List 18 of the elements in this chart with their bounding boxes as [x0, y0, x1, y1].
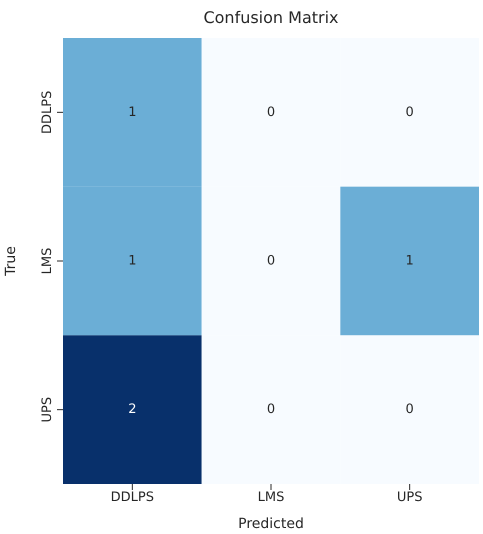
- data-label: 1: [128, 104, 136, 120]
- y-tick-label: DDLPS: [40, 90, 55, 134]
- data-label: 1: [128, 254, 136, 268]
- data-label: 0: [266, 104, 276, 120]
- data-label: 1: [406, 254, 414, 268]
- y-axis-title: True: [2, 246, 19, 277]
- x-axis-title: Predicted: [238, 516, 304, 532]
- x-tick-label: DDLPS: [110, 490, 154, 506]
- x-tick-label: LMS: [258, 490, 284, 506]
- data-label: 0: [266, 254, 276, 268]
- y-tick-label: UPS: [40, 396, 55, 422]
- data-label: 0: [266, 402, 276, 418]
- x-tick-label: UPS: [396, 490, 422, 506]
- y-tick-label: LMS: [40, 248, 55, 274]
- data-label: 0: [406, 402, 414, 418]
- chart-title: Confusion Matrix: [202, 8, 340, 27]
- data-label: 0: [406, 104, 414, 120]
- data-label: 2: [128, 402, 136, 418]
